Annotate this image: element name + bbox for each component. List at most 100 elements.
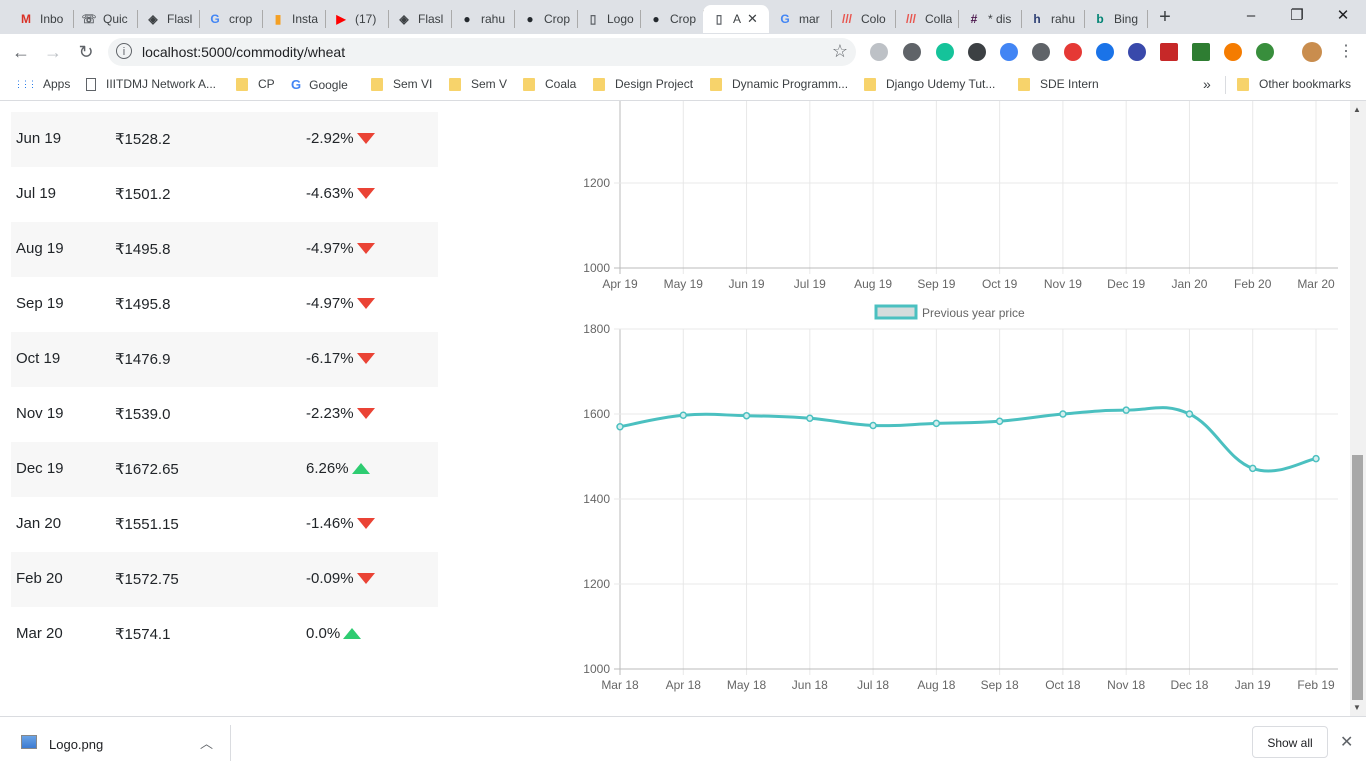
close-download-bar-button[interactable]: ✕ xyxy=(1340,734,1354,751)
bookmark-1[interactable]: IIITDMJ Network A... xyxy=(86,77,216,91)
series-line xyxy=(619,406,1317,473)
bookmark-3[interactable]: G Google xyxy=(291,77,348,92)
x-tick-label: Sep 19 xyxy=(917,277,955,291)
grammarly-extension-icon[interactable] xyxy=(936,43,954,61)
zoom-extension-icon[interactable] xyxy=(870,43,888,61)
bookmark-star-icon[interactable]: ☆ xyxy=(831,41,848,61)
show-all-button[interactable]: Show all xyxy=(1252,726,1328,758)
compass-extension-icon[interactable] xyxy=(1096,43,1114,61)
tab-1[interactable]: ☏ Quic xyxy=(73,5,137,33)
tab-17[interactable]: b Bing xyxy=(1084,5,1147,33)
address-bar[interactable]: i localhost:5000/commodity/wheat ☆ xyxy=(108,38,856,66)
bookmark-5[interactable]: Sem V xyxy=(449,77,507,91)
pdf-extension-icon[interactable] xyxy=(1160,43,1178,61)
scroll-down-arrow[interactable]: ▼ xyxy=(1353,703,1361,712)
tab-10[interactable]: ● Crop xyxy=(640,5,703,33)
tab-9[interactable]: ▯ Logo xyxy=(577,5,640,33)
previous-year-chart: 1000 1200 1400 1600 1800 Mar 18 Apr 18 May 18 Ju… xyxy=(583,304,1338,692)
tab-close-icon[interactable]: ✕ xyxy=(747,11,758,26)
extension-icon[interactable] xyxy=(1032,43,1050,61)
change-cell: -1.46% xyxy=(306,515,375,532)
new-tab-button[interactable]: + xyxy=(1159,6,1171,28)
tab-11[interactable]: ▯ A ✕ xyxy=(703,5,769,33)
change-value: -4.97% xyxy=(306,240,354,257)
tab-6[interactable]: ◈ Flasl xyxy=(388,5,451,33)
tab-separator xyxy=(451,10,452,28)
forecast-chart: 1000 1200 Apr 19 May 19 Jun 19 Jul 19 Aug 19 Se… xyxy=(583,101,1338,291)
scroll-thumb[interactable] xyxy=(1352,455,1363,700)
change-value: -2.23% xyxy=(306,405,354,422)
bookmark-7[interactable]: Design Project xyxy=(593,77,693,91)
tab-separator xyxy=(831,10,832,28)
bookmark-6[interactable]: Coala xyxy=(523,77,576,91)
tab-0[interactable]: M Inbo xyxy=(10,5,73,33)
data-point xyxy=(616,423,624,431)
tab-separator xyxy=(388,10,389,28)
back-button[interactable]: ← xyxy=(12,42,30,62)
tab-14[interactable]: /// Colla xyxy=(895,5,958,33)
bookmark-0[interactable]: ⋮⋮⋮ Apps xyxy=(14,77,70,91)
folder-icon xyxy=(236,77,248,91)
bookmark-8[interactable]: Dynamic Programm... xyxy=(710,77,848,91)
forward-button[interactable]: → xyxy=(44,42,62,62)
x-tick-label: Jun 18 xyxy=(792,678,828,692)
tab-13[interactable]: /// Colo xyxy=(831,5,895,33)
profile-avatar[interactable] xyxy=(1302,42,1322,62)
bookmark-label: Sem VI xyxy=(393,77,433,91)
arrow-down-icon xyxy=(356,408,375,419)
bookmarks-divider xyxy=(1225,76,1226,94)
price-cell: ₹1539.0 xyxy=(115,406,171,423)
change-value: -4.63% xyxy=(306,185,354,202)
arrow-down-icon xyxy=(356,243,375,254)
bookmark-9[interactable]: Django Udemy Tut... xyxy=(864,77,995,91)
table-row: Jul 19 ₹1501.2 -4.63% xyxy=(11,167,438,222)
translate-extension-icon[interactable] xyxy=(1000,43,1018,61)
download-extension-icon[interactable] xyxy=(1192,43,1210,61)
tab-16[interactable]: h rahu xyxy=(1021,5,1084,33)
scroll-up-arrow[interactable]: ▲ xyxy=(1353,105,1361,114)
table-row: Sep 19 ₹1495.8 -4.97% xyxy=(11,277,438,332)
globe-extension-icon[interactable] xyxy=(1256,43,1274,61)
page-icon xyxy=(86,77,96,91)
slack-icon: # xyxy=(970,12,978,26)
download-filename[interactable]: Logo.png xyxy=(49,737,104,752)
url-text[interactable]: localhost:5000/commodity/wheat xyxy=(142,44,346,60)
arrow-up-icon xyxy=(343,628,362,639)
tab-title: rahu xyxy=(1051,12,1076,26)
tab-15[interactable]: # * dis xyxy=(958,5,1021,33)
change-cell: -2.23% xyxy=(306,405,375,422)
tab-4[interactable]: ▮ Insta xyxy=(262,5,325,33)
tab-7[interactable]: ● rahu xyxy=(451,5,514,33)
tab-title: mar xyxy=(799,12,820,26)
tab-2[interactable]: ◈ Flasl xyxy=(137,5,199,33)
more-bookmarks-button[interactable]: » xyxy=(1203,76,1211,92)
tab-5[interactable]: ▶ (17) xyxy=(325,5,388,33)
bookmark-4[interactable]: Sem VI xyxy=(371,77,432,91)
bookmark-10[interactable]: SDE Intern xyxy=(1018,77,1099,91)
maximize-button[interactable]: ❐ xyxy=(1290,7,1304,24)
bookmark-label: Other bookmarks xyxy=(1259,77,1352,91)
bookmark-2[interactable]: CP xyxy=(236,77,275,91)
k-extension-icon[interactable] xyxy=(1128,43,1146,61)
window-close-button[interactable]: ✕ xyxy=(1336,7,1350,24)
change-cell: -0.09% xyxy=(306,570,375,587)
camera-extension-icon[interactable] xyxy=(903,43,921,61)
adblock-extension-icon[interactable] xyxy=(1064,43,1082,61)
eyedropper-extension-icon[interactable] xyxy=(968,43,986,61)
tab-8[interactable]: ● Crop xyxy=(514,5,577,33)
chevron-up-icon[interactable]: ︿ xyxy=(200,736,214,751)
price-cell: ₹1572.75 xyxy=(115,571,179,588)
star-extension-icon[interactable] xyxy=(1224,43,1242,61)
month-cell: Aug 19 xyxy=(16,240,64,257)
reload-button[interactable]: ↻ xyxy=(78,42,94,62)
page-scrollbar[interactable]: ▲ ▼ xyxy=(1350,101,1366,716)
menu-icon[interactable]: ⋮ xyxy=(1338,43,1354,60)
bookmark-other[interactable]: Other bookmarks xyxy=(1237,77,1351,91)
minimize-button[interactable]: – xyxy=(1246,7,1256,24)
change-cell: -2.92% xyxy=(306,130,375,147)
bookmark-label: Design Project xyxy=(615,77,694,91)
change-value: -4.97% xyxy=(306,295,354,312)
info-icon[interactable]: i xyxy=(116,43,132,59)
